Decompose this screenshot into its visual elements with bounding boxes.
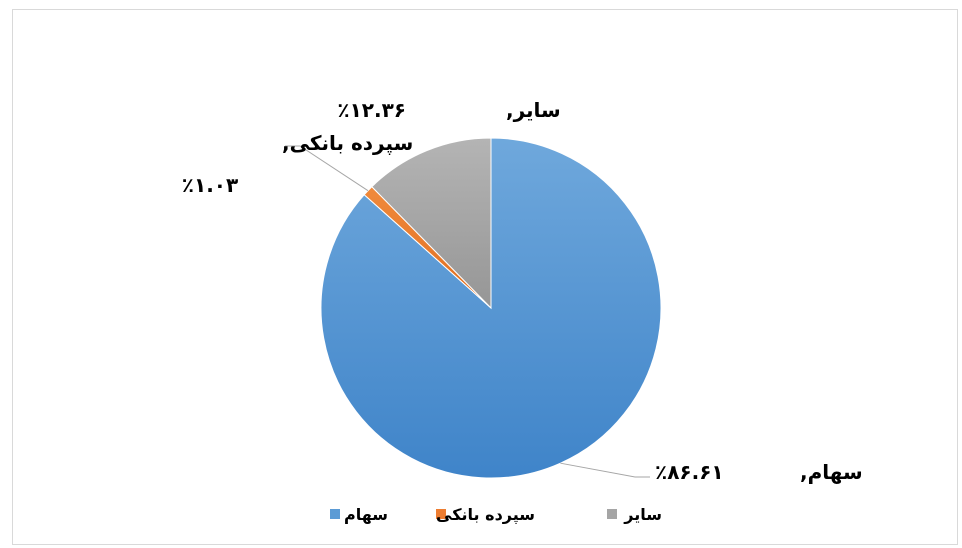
data-label-value-bank-deposit: ٪۱.۰۳ (182, 173, 238, 197)
legend-label-sayer: سایر (623, 505, 662, 524)
legend: سهام سپرده بانکی سایر (330, 505, 662, 525)
data-label-value-sayer: ٪۱۲.۳۶ (337, 98, 406, 122)
legend-swatch-bank-deposit (436, 509, 446, 519)
pie-slice-sayer (371, 137, 492, 310)
leader-line-bank-deposit (285, 145, 369, 192)
legend-label-bank-deposit: سپرده بانکی (436, 505, 535, 525)
data-label-name-bank-deposit: سپرده بانکی, (282, 131, 413, 156)
data-label-name-sayer: سایر, (506, 98, 561, 122)
leader-line-saham (560, 462, 650, 478)
legend-swatch-saham (330, 509, 340, 519)
legend-label-saham: سهام (344, 505, 388, 524)
legend-swatch-sayer (607, 509, 617, 519)
data-label-name-saham: سهام, (800, 460, 863, 484)
data-label-value-saham: ٪۸۶.۶۱ (655, 460, 724, 484)
